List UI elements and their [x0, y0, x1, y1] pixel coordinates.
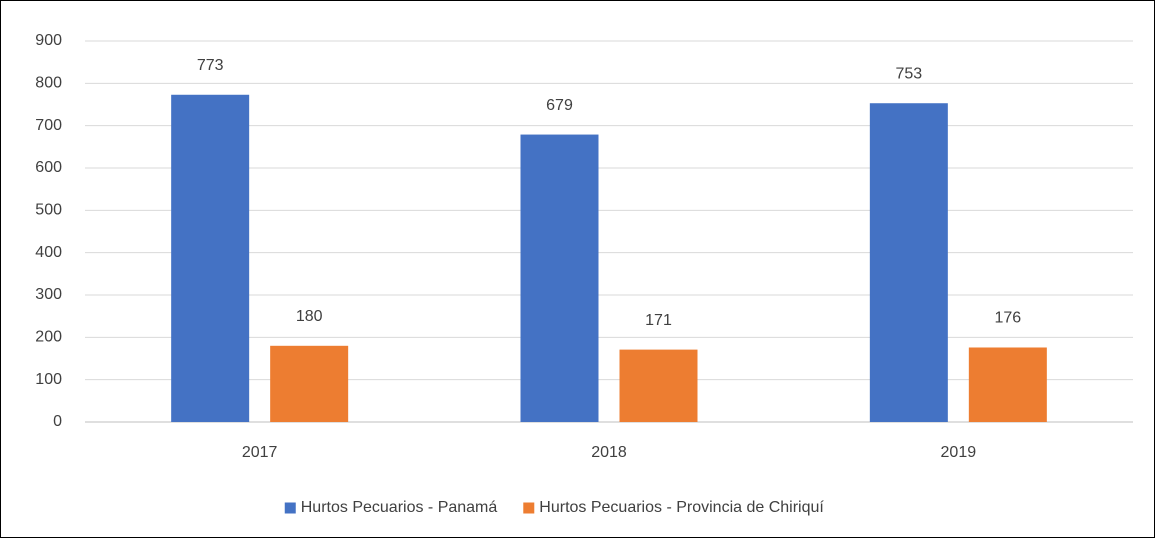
y-tick-label: 100 [35, 371, 62, 388]
legend-swatch [284, 502, 296, 514]
y-tick-label: 700 [35, 117, 62, 134]
data-label: 753 [895, 65, 922, 82]
legend-label: Hurtos Pecuarios - Provincia de Chiriquí [539, 499, 824, 516]
y-tick-label: 800 [35, 75, 62, 92]
data-label: 180 [296, 308, 323, 325]
x-tick-label: 2017 [242, 444, 278, 461]
data-label: 171 [645, 312, 672, 329]
bar [869, 103, 948, 422]
x-tick-label: 2019 [941, 444, 977, 461]
y-tick-label: 300 [35, 286, 62, 303]
legend-swatch [523, 502, 535, 514]
bar [171, 94, 250, 422]
y-tick-label: 900 [35, 32, 62, 49]
x-tick-label: 2018 [591, 444, 627, 461]
bar [520, 134, 599, 422]
legend-label: Hurtos Pecuarios - Panamá [301, 499, 498, 516]
y-tick-label: 200 [35, 329, 62, 346]
data-label: 773 [197, 57, 224, 74]
y-tick-label: 400 [35, 244, 62, 261]
bar [619, 349, 698, 422]
bar [968, 347, 1047, 422]
y-tick-label: 500 [35, 202, 62, 219]
data-label: 176 [994, 310, 1021, 327]
data-label: 679 [546, 97, 573, 114]
y-tick-label: 600 [35, 159, 62, 176]
y-tick-label: 0 [53, 413, 62, 430]
bar [270, 345, 349, 422]
